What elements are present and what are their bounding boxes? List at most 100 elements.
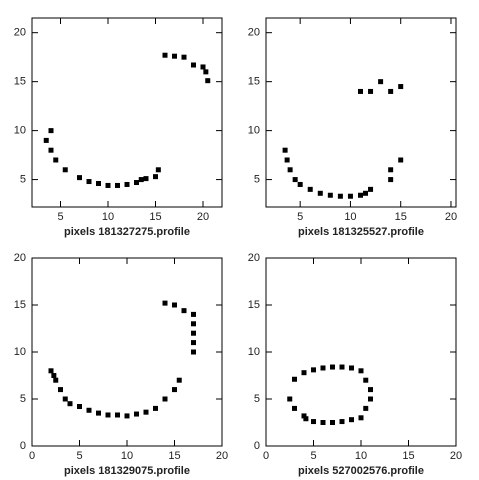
point [327, 192, 333, 198]
x-axis-label: pixels 181327275.profile [64, 226, 190, 238]
point [191, 349, 196, 355]
y-tick-label: 5 [254, 393, 260, 405]
point [205, 78, 211, 84]
point [96, 410, 101, 416]
x-tick-label: 20 [450, 450, 462, 462]
point [176, 377, 182, 383]
y-tick-label: 20 [248, 252, 260, 264]
point [388, 88, 394, 94]
point [62, 167, 68, 173]
x-tick-label: 5 [297, 211, 303, 223]
point [58, 387, 63, 393]
y-tick-label: 15 [14, 76, 26, 88]
x-tick-label: 15 [402, 450, 414, 462]
point [105, 412, 111, 418]
point [48, 128, 54, 134]
point [398, 157, 404, 163]
y-tick-label: 10 [248, 346, 260, 358]
x-tick-label: 10 [102, 211, 114, 223]
x-tick-label: 10 [344, 211, 356, 223]
y-tick-label: 20 [14, 27, 26, 39]
point [292, 376, 297, 382]
point [134, 411, 139, 417]
point [200, 64, 206, 70]
point [53, 377, 59, 383]
point [181, 308, 187, 314]
point [134, 180, 139, 186]
point [96, 180, 101, 186]
y-tick-label: 15 [248, 76, 260, 88]
point [349, 365, 354, 371]
point [398, 84, 404, 90]
point [363, 377, 369, 383]
point [287, 396, 293, 402]
point [301, 370, 307, 376]
plot-frame [265, 17, 457, 208]
point [162, 52, 168, 58]
point [301, 413, 307, 419]
point [339, 364, 345, 370]
point [358, 368, 364, 374]
x-tick-label: 5 [310, 450, 316, 462]
point [162, 396, 168, 402]
point [138, 177, 144, 183]
point [191, 311, 196, 317]
point [378, 79, 384, 85]
x-tick-label: 0 [29, 450, 35, 462]
y-tick-label: 15 [14, 299, 26, 311]
point [320, 365, 326, 371]
point [48, 368, 54, 374]
point [172, 53, 177, 59]
point [368, 387, 373, 393]
x-tick-label: 5 [76, 450, 82, 462]
x-tick-label: 10 [121, 450, 133, 462]
point [115, 182, 120, 188]
point [153, 174, 158, 180]
point [357, 88, 363, 94]
point [282, 147, 288, 153]
point [307, 186, 313, 192]
y-tick-label: 0 [20, 440, 26, 452]
x-tick-label: 10 [355, 450, 367, 462]
x-tick-label: 20 [197, 211, 209, 223]
x-axis-label: pixels 527002576.profile [298, 465, 424, 477]
point [330, 420, 335, 425]
x-axis-label: pixels 181329075.profile [64, 465, 190, 477]
y-tick-label: 5 [254, 173, 260, 185]
point [53, 157, 59, 163]
y-tick-label: 20 [248, 27, 260, 39]
point [153, 405, 158, 411]
point [358, 415, 364, 421]
point [181, 54, 187, 60]
y-tick-label: 10 [14, 346, 26, 358]
point [320, 420, 326, 425]
point [86, 407, 92, 413]
point [191, 340, 196, 346]
point [388, 167, 394, 173]
y-tick-label: 15 [248, 299, 260, 311]
point [155, 167, 161, 173]
point [62, 396, 68, 402]
point [43, 137, 49, 143]
x-tick-label: 20 [216, 450, 228, 462]
point [347, 193, 353, 199]
point [339, 419, 345, 425]
point [297, 181, 303, 187]
point [77, 175, 82, 181]
point [203, 69, 209, 75]
point [363, 405, 369, 411]
point [191, 321, 196, 327]
point [368, 88, 374, 94]
point [287, 167, 293, 173]
point [311, 419, 316, 425]
x-axis-label: pixels 181325527.profile [298, 226, 424, 238]
point [349, 417, 354, 423]
y-tick-label: 5 [20, 173, 26, 185]
point [172, 302, 177, 308]
point [368, 186, 374, 192]
y-tick-label: 0 [254, 440, 260, 452]
point [143, 409, 149, 415]
point [388, 177, 394, 183]
x-tick-label: 15 [149, 211, 161, 223]
